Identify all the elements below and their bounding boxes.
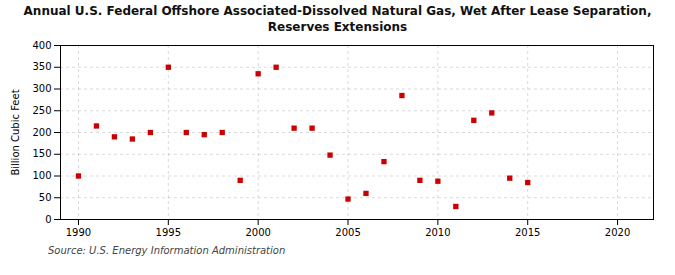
svg-text:2010: 2010	[425, 227, 450, 238]
svg-text:200: 200	[32, 127, 51, 138]
svg-text:250: 250	[32, 105, 51, 116]
svg-text:300: 300	[32, 83, 51, 94]
svg-text:2015: 2015	[515, 227, 540, 238]
svg-text:400: 400	[32, 40, 51, 51]
svg-text:0: 0	[45, 214, 51, 225]
svg-text:150: 150	[32, 149, 51, 160]
svg-text:2000: 2000	[245, 227, 270, 238]
svg-text:350: 350	[32, 62, 51, 73]
svg-text:100: 100	[32, 170, 51, 181]
svg-text:50: 50	[39, 192, 52, 203]
svg-text:2020: 2020	[605, 227, 630, 238]
html-text:Annual U.S. Federal Offshore A: Annual U.S. Federal Offshore Associated-…	[23, 4, 652, 34]
html-text:Source: U.S. Energy Informatio: Source: U.S. Energy Information Administ…	[48, 245, 286, 257]
svg-text:1995: 1995	[156, 227, 181, 238]
svg-text:2005: 2005	[335, 227, 360, 238]
svg-text:1990: 1990	[66, 227, 91, 238]
svg-text:Billion Cubic Feet: Billion Cubic Feet	[10, 90, 21, 176]
